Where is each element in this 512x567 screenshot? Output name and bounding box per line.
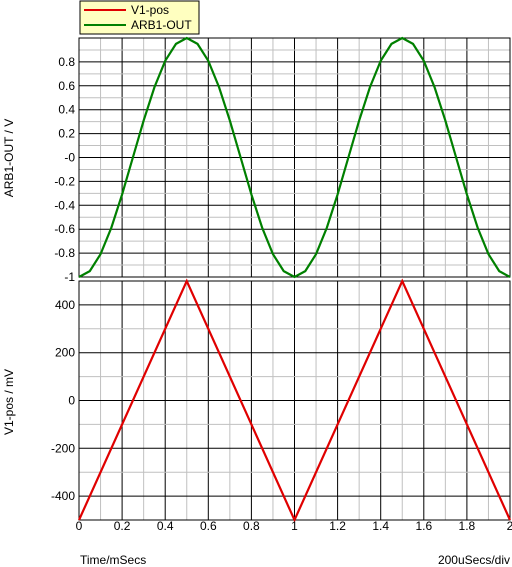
legend-label-v1-pos: V1-pos <box>131 3 169 17</box>
y-tick-label: 0.6 <box>58 79 75 93</box>
x-tick-label: 1.6 <box>415 519 432 533</box>
x-tick-label: 0.6 <box>200 519 217 533</box>
y-tick-label: 0.4 <box>58 103 75 117</box>
y-tick-label: -0.6 <box>54 222 75 236</box>
y-tick-label: -200 <box>51 441 75 455</box>
y-axis-label-top: ARB1-OUT / V <box>2 119 16 197</box>
y-tick-label: -0.8 <box>54 246 75 260</box>
x-tick-labels: 0 0.2 0.4 0.6 0.8 1 1.2 1.4 1.6 1.8 2 <box>76 519 512 533</box>
y-tick-label: 400 <box>55 298 75 312</box>
x-tick-label: 0.8 <box>243 519 260 533</box>
x-axis-label: Time/mSecs <box>80 553 146 567</box>
x-tick-label: 1.8 <box>459 519 476 533</box>
x-tick-label: 1.2 <box>329 519 346 533</box>
x-tick-label: 1.4 <box>372 519 389 533</box>
y-tick-label: -0 <box>64 151 75 165</box>
y-tick-label: 0.2 <box>58 127 75 141</box>
y-tick-label: -400 <box>51 489 75 503</box>
y-tick-label: 0.8 <box>58 55 75 69</box>
y-tick-label: 0 <box>68 394 75 408</box>
y-axis-label-bottom: V1-pos / mV <box>2 369 16 435</box>
y-tick-label: -0.2 <box>54 174 75 188</box>
x-tick-label: 2 <box>507 519 512 533</box>
y-tick-label: -1 <box>64 270 75 284</box>
x-tick-label: 0 <box>76 519 83 533</box>
legend-label-arb1-out: ARB1-OUT <box>131 18 192 32</box>
series-line-arb1-out <box>78 36 511 279</box>
plot-bottom: 400 200 0 -200 -400 <box>51 278 512 523</box>
y-tick-label: -0.4 <box>54 198 75 212</box>
series-line-v1-pos <box>77 278 512 523</box>
x-tick-label: 1 <box>291 519 298 533</box>
x-scale-note: 200uSecs/div <box>438 553 510 567</box>
y-tick-label: 200 <box>55 346 75 360</box>
legend-box <box>79 0 200 35</box>
legend: V1-pos ARB1-OUT <box>79 0 200 35</box>
x-tick-label: 0.4 <box>157 519 174 533</box>
plot-top: 0.8 0.6 0.4 0.2 -0 -0.2 -0.4 -0.6 -0.8 -1 <box>54 36 511 284</box>
x-tick-label: 0.2 <box>114 519 131 533</box>
